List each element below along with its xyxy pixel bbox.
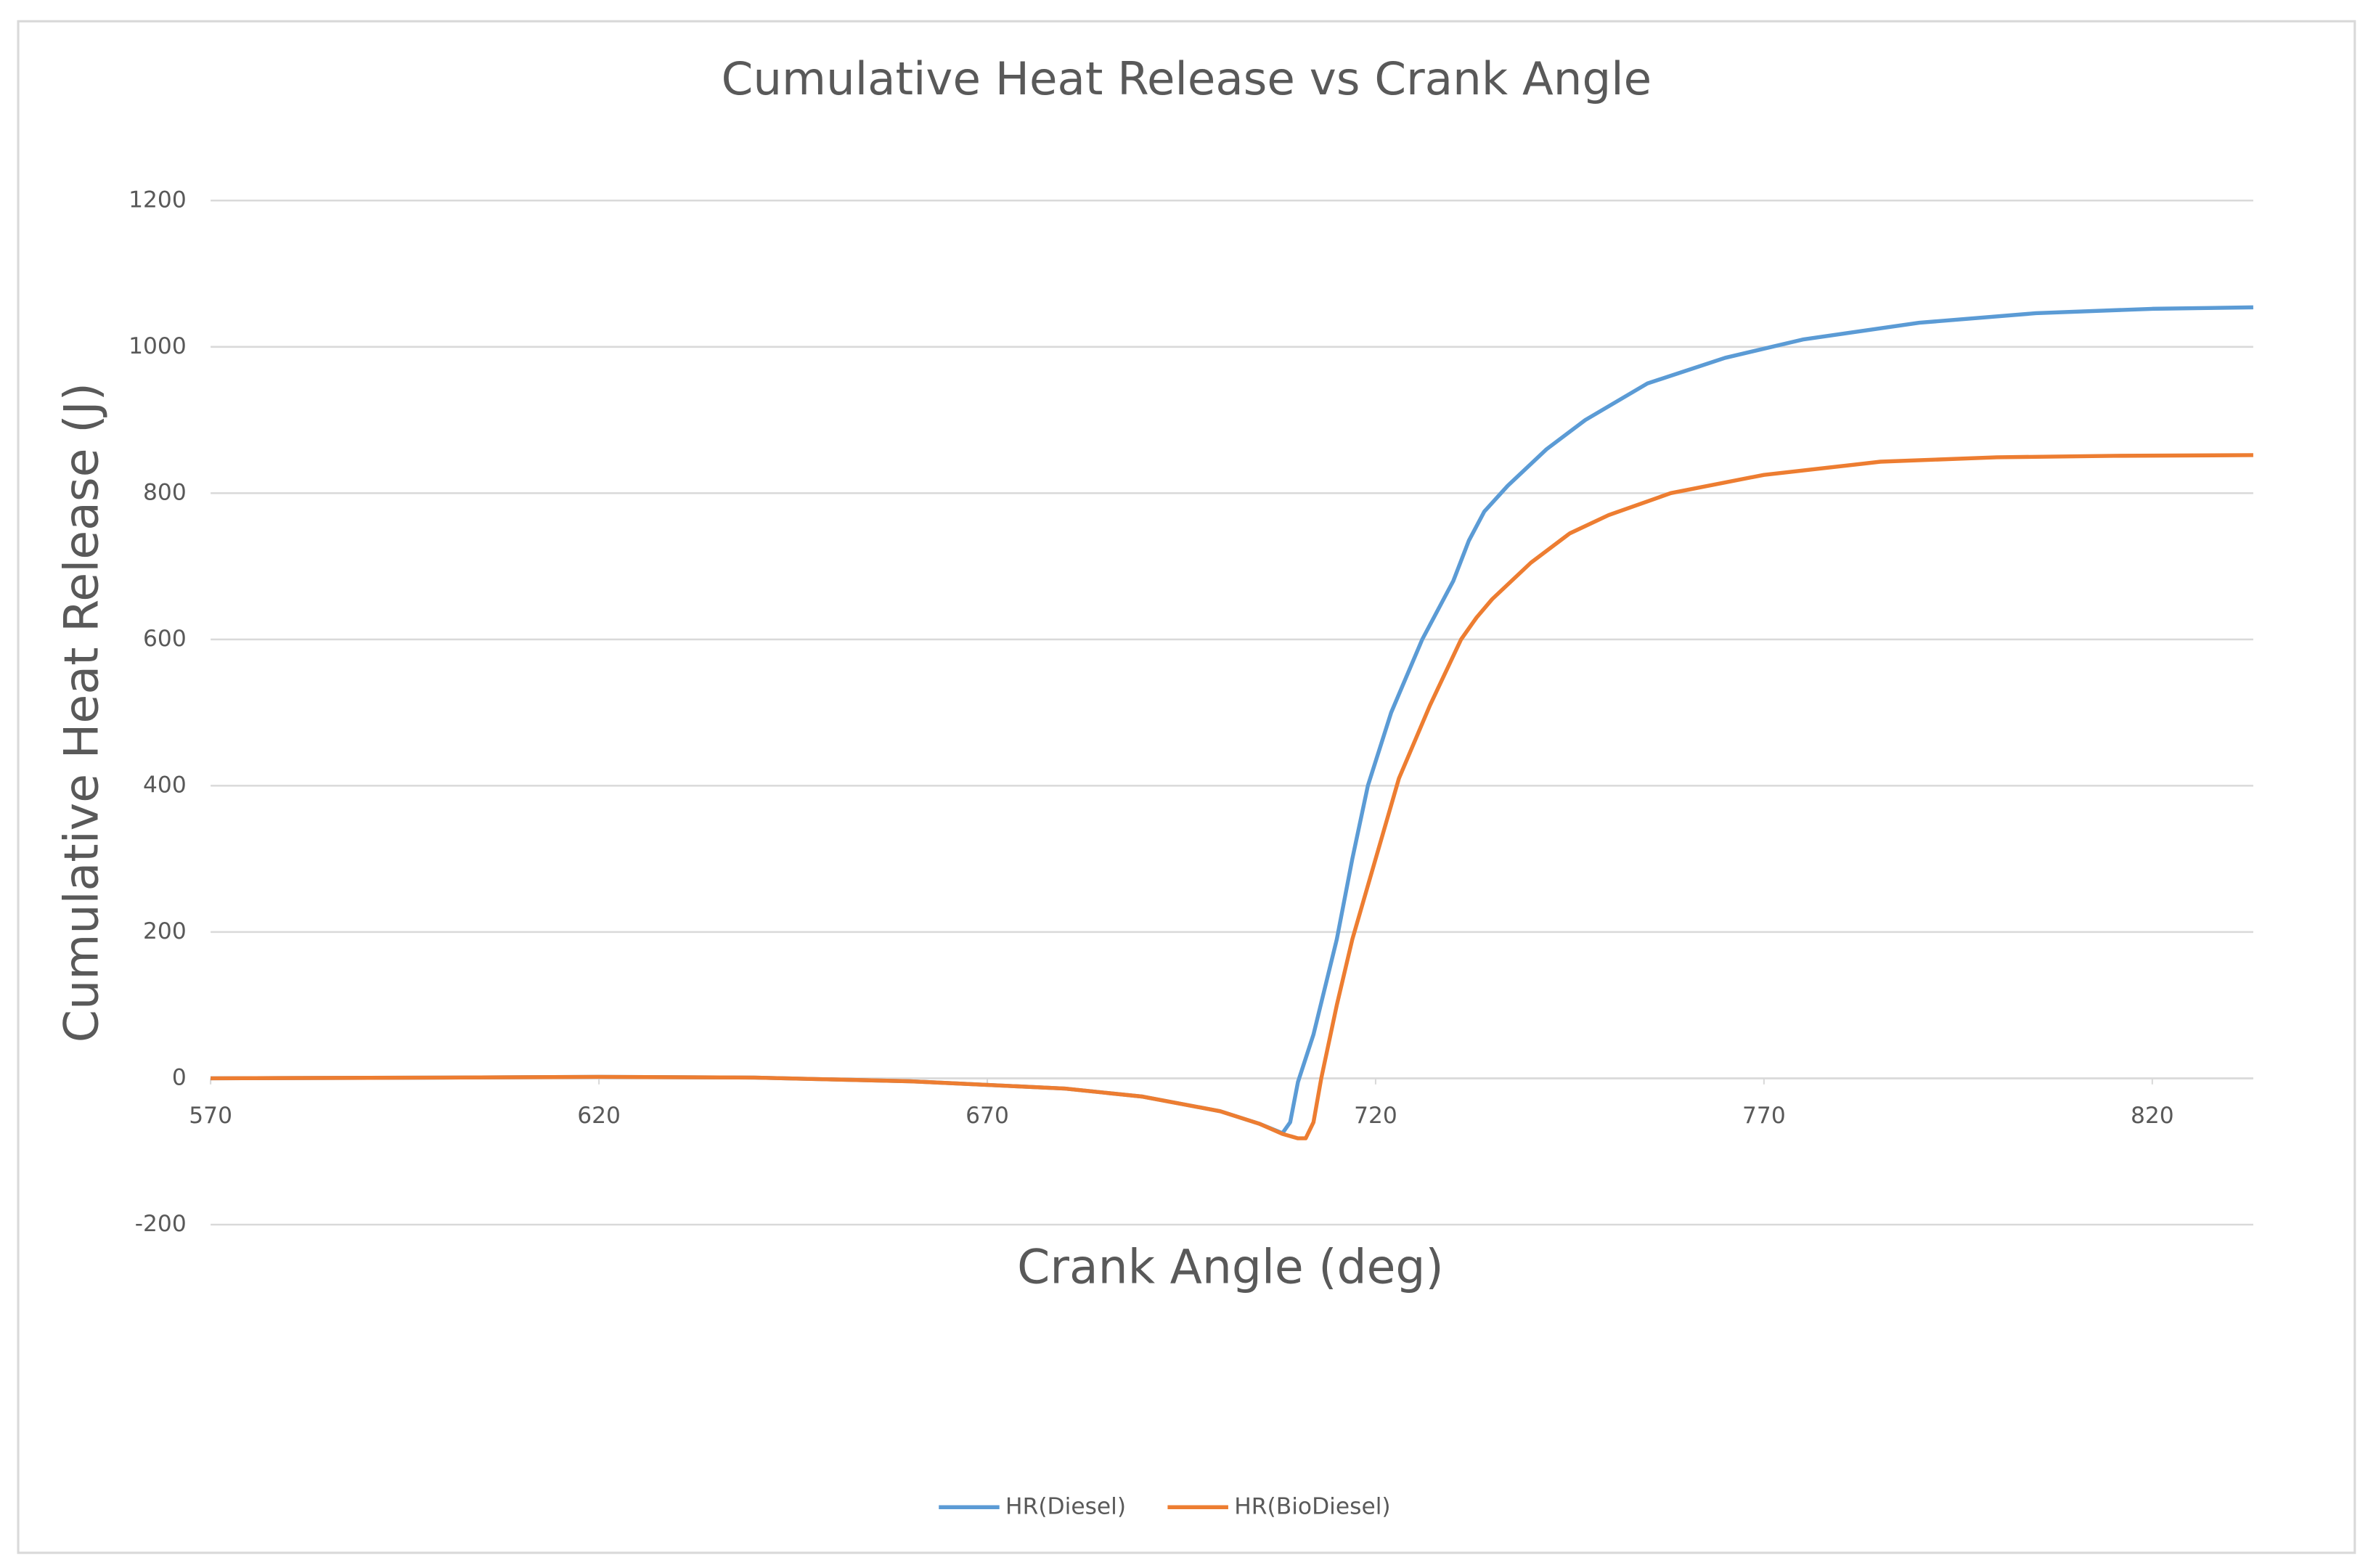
x-tick-label: 770 [1742, 1103, 1786, 1129]
y-tick-label: 400 [143, 772, 187, 798]
y-tick-label: 800 [143, 479, 187, 505]
chart-title: Cumulative Heat Release vs Crank Angle [722, 52, 1652, 105]
y-tick-label: 200 [143, 918, 187, 944]
x-tick-label: 570 [189, 1103, 232, 1129]
x-tick-label: 620 [577, 1103, 621, 1129]
x-tick-label: 720 [1354, 1103, 1397, 1129]
legend-label: HR(BioDiesel) [1234, 1493, 1390, 1519]
y-tick-label: 1200 [128, 187, 187, 213]
x-axis-title: Crank Angle (deg) [1017, 1240, 1444, 1294]
y-tick-label: -200 [135, 1211, 187, 1237]
legend-label: HR(Diesel) [1005, 1493, 1126, 1519]
x-tick-label: 820 [2131, 1103, 2174, 1129]
y-tick-label: 600 [143, 626, 187, 652]
y-axis-title: Cumulative Heat Release (J) [55, 383, 110, 1042]
chart-border [17, 20, 2356, 1554]
x-tick-label: 670 [965, 1103, 1009, 1129]
line-series [211, 453, 2253, 1140]
y-tick-label: 1000 [128, 333, 187, 359]
y-tick-label: 0 [172, 1064, 187, 1090]
